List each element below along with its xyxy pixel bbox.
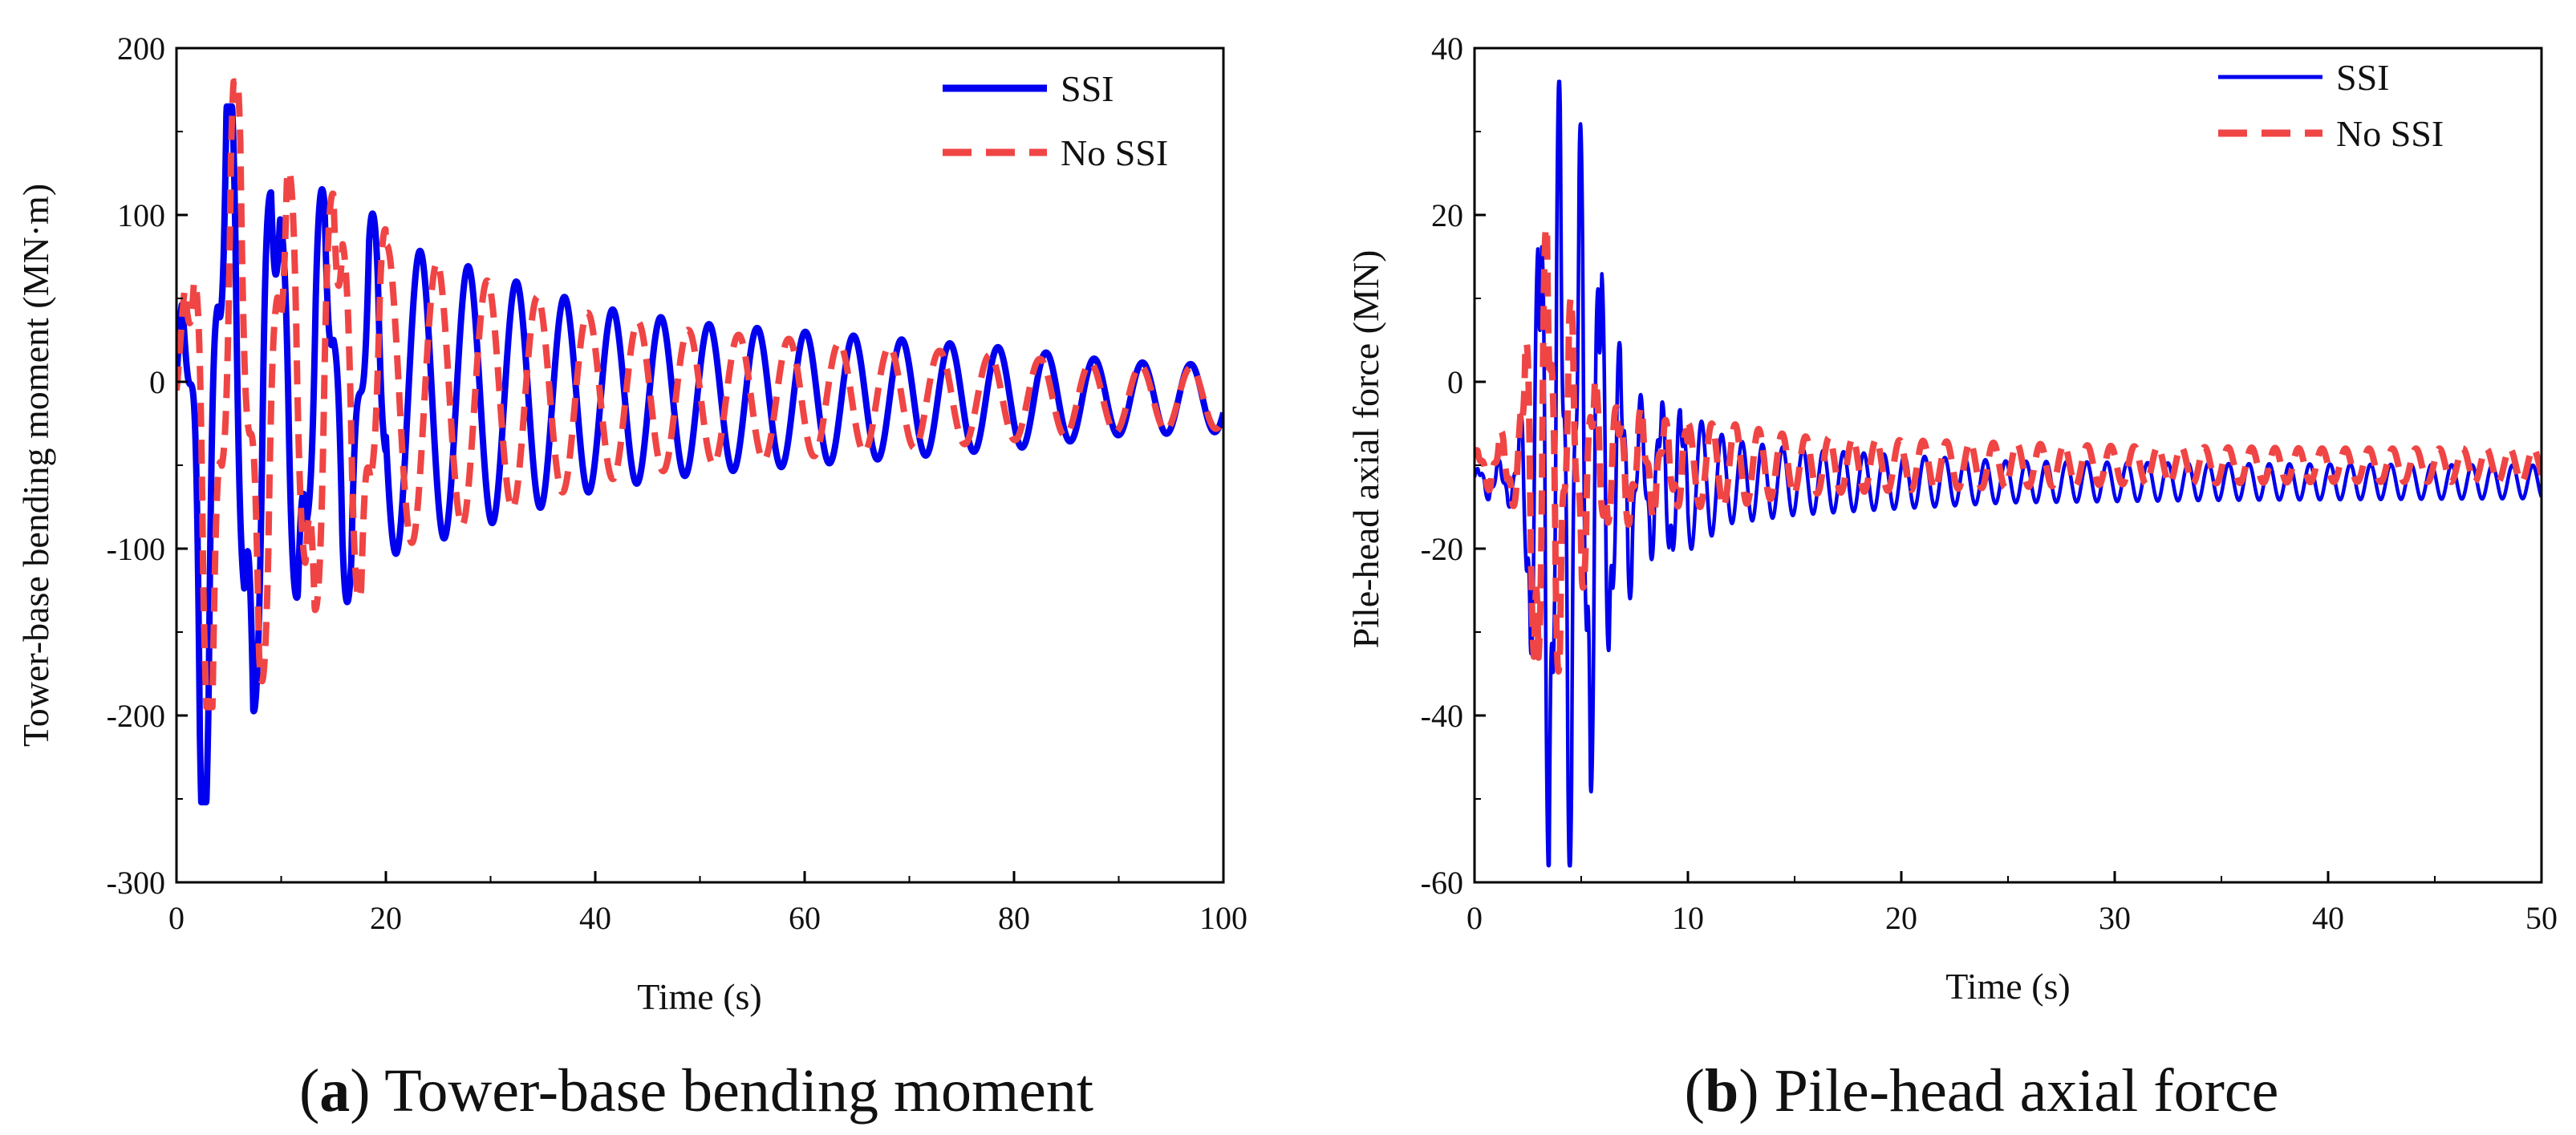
chart-b-y-tick-label: 40 bbox=[1431, 30, 1463, 67]
chart-b-y-tick-label: 0 bbox=[1447, 364, 1463, 400]
caption-b-text: Pile-head axial force bbox=[1759, 1057, 2279, 1125]
caption-b: (b) Pile-head axial force bbox=[1685, 1057, 2279, 1125]
chart-a-x-tick-label: 40 bbox=[579, 900, 611, 936]
chart-a-x-tick-label: 60 bbox=[789, 900, 821, 936]
chart-a-y-tick-label: -100 bbox=[107, 531, 165, 567]
chart-a-legend-nossi-label: No SSI bbox=[1061, 132, 1168, 173]
caption-a: (a) Tower-base bending moment bbox=[299, 1057, 1093, 1125]
chart-b-x-axis: 0 10 20 30 40 50 bbox=[1466, 871, 2558, 936]
chart-b-series-group bbox=[1475, 79, 2542, 868]
chart-a-legend-ssi-label: SSI bbox=[1061, 68, 1114, 109]
chart-b-series-no-ssi-line bbox=[1475, 224, 2542, 675]
chart-b-x-tick-label: 50 bbox=[2525, 900, 2558, 936]
chart-a-x-axis: 0 20 40 60 80 100 bbox=[168, 871, 1247, 936]
chart-b-x-tick-label: 40 bbox=[2312, 900, 2344, 936]
chart-a-x-axis-label: Time (s) bbox=[637, 976, 762, 1017]
chart-b-y-tick-label: -20 bbox=[1421, 531, 1463, 567]
chart-a-y-axis-label: Tower-base bending moment (MN·m) bbox=[15, 184, 56, 747]
chart-b-y-tick-label: 20 bbox=[1431, 197, 1463, 233]
chart-b-y-axis: -60 -40 -20 0 20 40 bbox=[1421, 30, 1486, 901]
chart-b-x-axis-label: Time (s) bbox=[1945, 966, 2071, 1007]
chart-a-y-tick-label: 0 bbox=[149, 364, 165, 400]
chart-b-y-axis-label: Pile-head axial force (MN) bbox=[1345, 250, 1386, 649]
chart-a-y-tick-label: 100 bbox=[117, 197, 165, 233]
chart-b-y-tick-label: -40 bbox=[1421, 698, 1463, 734]
chart-a-y-axis: -300 -200 -100 0 100 200 bbox=[107, 30, 188, 901]
chart-a-plot-frame bbox=[175, 47, 1225, 884]
chart-a-y-tick-label: -200 bbox=[107, 698, 165, 734]
chart-b-legend: SSI No SSI bbox=[2218, 57, 2444, 154]
chart-a-y-tick-label: 200 bbox=[117, 30, 165, 67]
chart-b-x-tick-label: 20 bbox=[1885, 900, 1917, 936]
chart-b-x-tick-label: 0 bbox=[1466, 900, 1483, 936]
chart-a-x-tick-label: 20 bbox=[370, 900, 402, 936]
caption-b-label: b bbox=[1705, 1057, 1738, 1125]
chart-b: 0 10 20 30 40 50 -60 -40 -20 0 20 40 Time (s) Pile… bbox=[1345, 30, 2558, 1007]
chart-a-series-no-ssi-line bbox=[176, 78, 1223, 711]
chart-a-x-tick-label: 80 bbox=[998, 900, 1030, 936]
chart-a: 0 20 40 60 80 100 -300 -200 -100 0 100 200 Time (s… bbox=[15, 30, 1247, 1017]
chart-a-series-group bbox=[176, 78, 1223, 806]
caption-a-label: a bbox=[319, 1057, 350, 1125]
chart-a-y-tick-label: -300 bbox=[107, 865, 165, 901]
caption-a-text: Tower-base bending moment bbox=[371, 1057, 1093, 1125]
chart-b-x-tick-label: 30 bbox=[2099, 900, 2131, 936]
chart-b-legend-ssi-label: SSI bbox=[2336, 57, 2389, 98]
chart-b-y-tick-label: -60 bbox=[1421, 865, 1463, 901]
chart-a-x-tick-label: 0 bbox=[168, 900, 185, 936]
chart-b-x-tick-label: 10 bbox=[1672, 900, 1704, 936]
chart-a-x-tick-label: 100 bbox=[1199, 900, 1247, 936]
chart-b-legend-nossi-label: No SSI bbox=[2336, 113, 2444, 154]
chart-a-legend: SSI No SSI bbox=[943, 68, 1168, 173]
